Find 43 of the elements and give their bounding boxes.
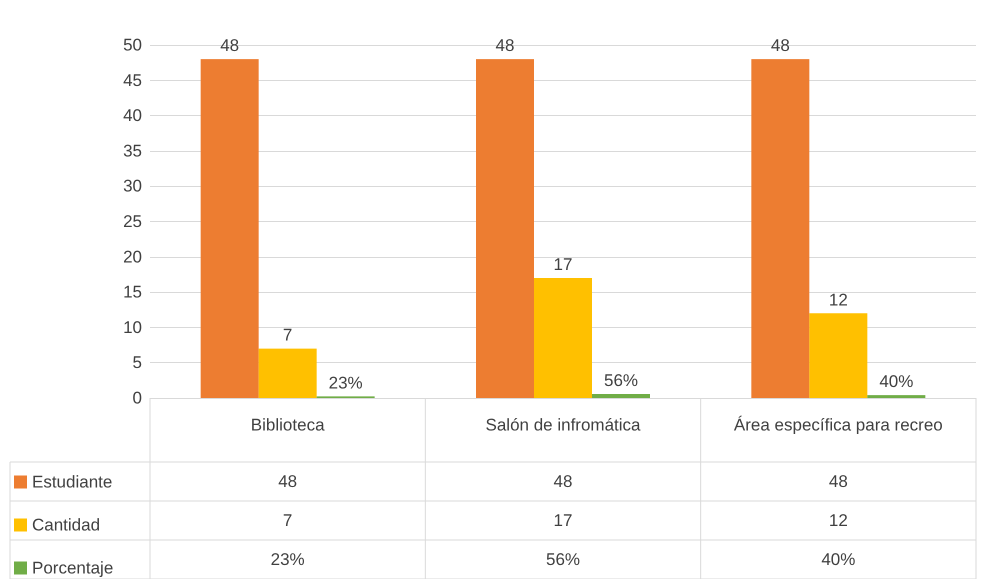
y-tick-label: 45 [123,70,142,90]
y-tick-label: 10 [123,318,142,337]
data-label: 23% [270,550,305,569]
bar [476,59,534,398]
legend-label: Cantidad [32,516,100,534]
text: 48 [770,36,790,56]
bar [200,59,259,398]
text: 17 [554,254,572,274]
text: 40% [879,372,914,392]
y-tick-label: 25 [123,212,142,231]
y-tick-label: 30 [123,176,142,196]
bar [258,348,317,398]
data-label: 7 [282,511,292,530]
legend-label: Estudiante [32,472,112,492]
bar [809,313,868,398]
legend-label: Porcentaje [32,558,114,578]
data-label: 17 [554,511,572,530]
bar [592,394,650,398]
x-tick-label: Área específica para recreo [734,416,943,434]
text: 48 [496,36,514,56]
x-tick-label: Biblioteca [250,416,326,434]
y-tick-label: 40 [123,106,142,126]
x-tick-label: Salón de infromática [486,416,642,434]
y-tick-label: 0 [132,388,142,408]
text: 7 [282,326,292,345]
text: 12 [828,290,848,310]
y-tick-label: 20 [123,247,142,266]
data-label: 12 [828,511,848,530]
data-label: 48 [828,472,848,491]
y-tick-label: 15 [123,282,142,302]
bar [867,395,926,398]
data-label: 56% [546,550,580,569]
y-tick-label: 35 [123,141,142,160]
y-tick-label: 5 [132,353,142,372]
data-label: 48 [554,472,572,491]
text: 56% [604,371,638,390]
bar [534,278,592,398]
y-tick-label: 50 [123,36,142,54]
text: 23% [328,373,363,392]
bar [751,59,810,398]
data-label: 48 [278,472,298,491]
text: 48 [220,36,240,56]
data-label: 40% [821,550,856,569]
